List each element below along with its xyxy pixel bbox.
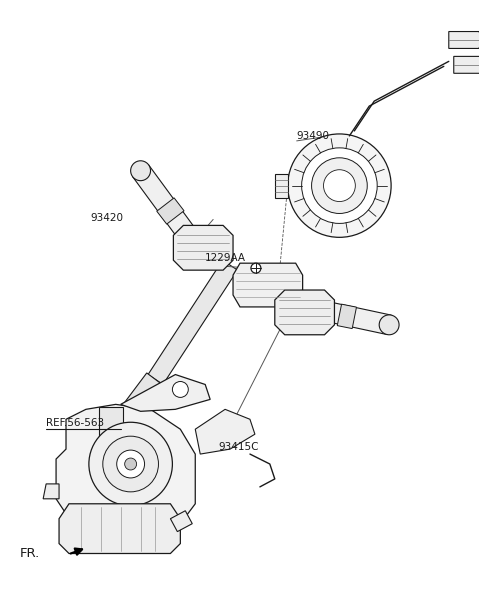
Circle shape bbox=[131, 161, 151, 181]
Circle shape bbox=[324, 170, 355, 202]
Text: 93490: 93490 bbox=[297, 131, 330, 141]
Polygon shape bbox=[337, 304, 357, 329]
Polygon shape bbox=[275, 173, 288, 198]
Polygon shape bbox=[59, 504, 180, 553]
Circle shape bbox=[301, 148, 377, 224]
Polygon shape bbox=[195, 409, 255, 454]
Polygon shape bbox=[157, 198, 184, 224]
Text: 93415C: 93415C bbox=[218, 442, 259, 452]
Circle shape bbox=[379, 315, 399, 335]
Circle shape bbox=[89, 422, 172, 506]
Polygon shape bbox=[233, 263, 302, 307]
Circle shape bbox=[172, 382, 188, 398]
Polygon shape bbox=[99, 407, 123, 444]
Polygon shape bbox=[449, 31, 480, 48]
Polygon shape bbox=[173, 225, 233, 270]
Circle shape bbox=[125, 458, 137, 470]
Polygon shape bbox=[117, 373, 164, 426]
Text: 93420: 93420 bbox=[91, 214, 124, 224]
Polygon shape bbox=[148, 260, 238, 385]
Polygon shape bbox=[56, 404, 195, 533]
Text: 1229AA: 1229AA bbox=[205, 253, 246, 263]
Polygon shape bbox=[170, 511, 192, 532]
Polygon shape bbox=[43, 484, 59, 499]
Polygon shape bbox=[100, 412, 137, 451]
Polygon shape bbox=[132, 165, 203, 251]
Circle shape bbox=[251, 263, 261, 273]
Polygon shape bbox=[454, 57, 480, 73]
Text: REF.56-563: REF.56-563 bbox=[46, 418, 104, 428]
Text: FR.: FR. bbox=[19, 547, 39, 560]
Circle shape bbox=[312, 158, 367, 214]
Polygon shape bbox=[275, 290, 335, 335]
Polygon shape bbox=[317, 300, 391, 335]
Circle shape bbox=[117, 450, 144, 478]
Polygon shape bbox=[120, 375, 210, 411]
Circle shape bbox=[288, 134, 391, 237]
Circle shape bbox=[103, 436, 158, 492]
